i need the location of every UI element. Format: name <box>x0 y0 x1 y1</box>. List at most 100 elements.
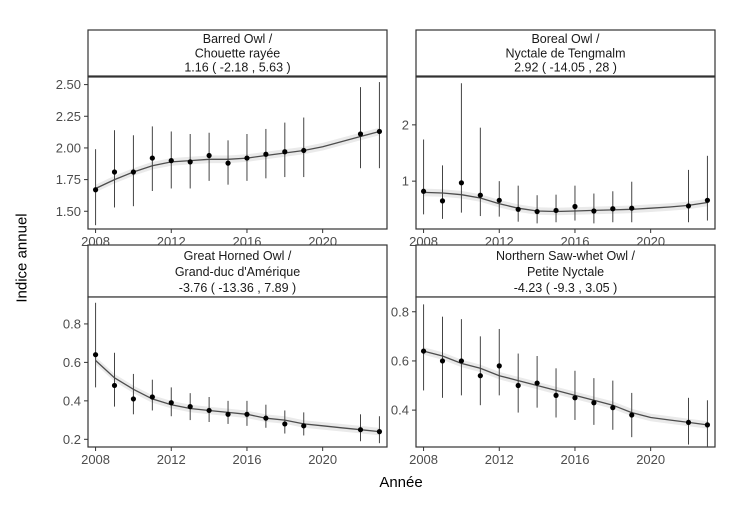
y-tick-label: 1.50 <box>56 204 81 219</box>
data-point <box>130 169 137 175</box>
plot-panel <box>87 76 388 230</box>
data-point <box>629 205 635 211</box>
data-point <box>301 147 307 154</box>
strip-label-line-2: Chouette rayée <box>195 46 281 60</box>
y-tick-label: 1.75 <box>56 172 81 187</box>
data-point <box>496 197 502 203</box>
trend-ribbon <box>95 127 380 193</box>
y-tick-label: 1 <box>402 174 409 189</box>
trend-ribbon <box>423 347 708 429</box>
data-point <box>149 155 155 161</box>
x-tick-label: 2020 <box>308 452 337 467</box>
data-point <box>376 429 383 435</box>
strip-box <box>415 29 716 77</box>
data-point <box>496 363 502 369</box>
y-tick-label: 2.25 <box>56 109 81 124</box>
data-point <box>439 198 446 204</box>
strip-label-line-3: 1.16 ( -2.18 , 5.63 ) <box>184 60 290 74</box>
data-point <box>553 207 559 214</box>
data-point <box>685 203 692 209</box>
data-point <box>301 423 307 429</box>
data-point <box>477 192 483 198</box>
x-tick-label: 2020 <box>636 452 665 467</box>
data-point <box>357 131 364 137</box>
data-point <box>610 405 616 411</box>
x-tick-label: 2012 <box>157 452 186 467</box>
strip-label-line-1: Great Horned Owl / <box>184 249 292 263</box>
data-point <box>92 352 99 358</box>
data-point <box>553 392 559 398</box>
data-point <box>263 415 269 421</box>
strip-label-line-1: Northern Saw-whet Owl / <box>496 249 635 263</box>
strip-label-line-3: -4.23 ( -9.3 , 3.05 ) <box>514 281 618 295</box>
data-point <box>458 358 465 364</box>
data-point <box>439 358 446 364</box>
strip-label-line-2: Grand-duc d'Amérique <box>175 265 300 279</box>
data-point <box>685 419 692 426</box>
y-tick-label: 0.8 <box>63 316 81 331</box>
strip-box <box>415 244 716 298</box>
data-point <box>458 180 465 186</box>
strip-label-line-2: Petite Nyctale <box>527 265 604 279</box>
data-point <box>206 407 212 414</box>
x-tick-label: 2008 <box>409 452 438 467</box>
data-point <box>477 373 483 379</box>
data-point <box>168 400 174 406</box>
trend-line <box>95 130 380 190</box>
data-point <box>130 396 137 402</box>
data-point <box>591 400 597 406</box>
data-point <box>244 411 250 417</box>
data-point <box>206 152 212 159</box>
data-point <box>534 208 540 215</box>
data-point <box>420 348 427 354</box>
data-point <box>111 169 118 175</box>
data-point <box>572 395 578 401</box>
data-point <box>149 394 155 400</box>
x-tick-label: 2008 <box>81 452 110 467</box>
data-point <box>244 155 250 161</box>
strip-label-line-1: Barred Owl / <box>203 32 273 46</box>
y-tick-label: 0.6 <box>391 353 409 368</box>
data-point <box>591 208 597 214</box>
data-point <box>376 128 383 135</box>
y-tick-label: 0.6 <box>63 355 81 370</box>
trend-line <box>95 360 380 433</box>
trend-line <box>423 350 708 426</box>
y-tick-label: 0.4 <box>391 403 409 418</box>
y-tick-label: 2 <box>402 117 409 132</box>
data-point <box>515 382 521 389</box>
plot-panel <box>415 296 716 448</box>
data-point <box>282 421 288 427</box>
data-point <box>572 203 578 210</box>
data-point <box>187 404 193 410</box>
data-point <box>92 187 99 193</box>
data-point <box>225 411 231 417</box>
facet-panel-4: Northern Saw-whet Owl / Petite Nyctale -4.… <box>391 244 716 467</box>
data-point <box>225 160 231 166</box>
strip-box <box>87 29 388 77</box>
data-point <box>263 151 269 157</box>
data-point <box>534 380 540 386</box>
strip-label-line-3: -3.76 ( -13.36 , 7.89 ) <box>179 281 296 295</box>
data-point <box>357 427 364 433</box>
x-tick-label: 2016 <box>233 452 262 467</box>
plot-panel <box>87 296 388 448</box>
data-point <box>420 188 427 194</box>
data-point <box>704 422 711 428</box>
strip-label-line-3: 2.92 ( -14.05 , 28 ) <box>514 60 617 74</box>
y-tick-label: 0.2 <box>63 432 81 447</box>
data-point <box>168 158 174 164</box>
y-tick-label: 2.00 <box>56 140 81 155</box>
strip-label-line-1: Boreal Owl / <box>531 32 600 46</box>
data-point <box>282 149 288 155</box>
y-tick-label: 0.4 <box>63 393 81 408</box>
y-tick-label: 2.50 <box>56 77 81 92</box>
data-point <box>515 206 521 212</box>
x-tick-label: 2016 <box>561 452 590 467</box>
data-point <box>629 412 635 418</box>
facet-panel-3: Great Horned Owl / Grand-duc d'Amérique -3… <box>63 244 388 467</box>
data-point <box>111 382 118 389</box>
x-tick-label: 2012 <box>485 452 514 467</box>
